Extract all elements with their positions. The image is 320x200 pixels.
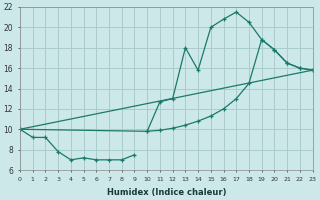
X-axis label: Humidex (Indice chaleur): Humidex (Indice chaleur)	[107, 188, 226, 197]
